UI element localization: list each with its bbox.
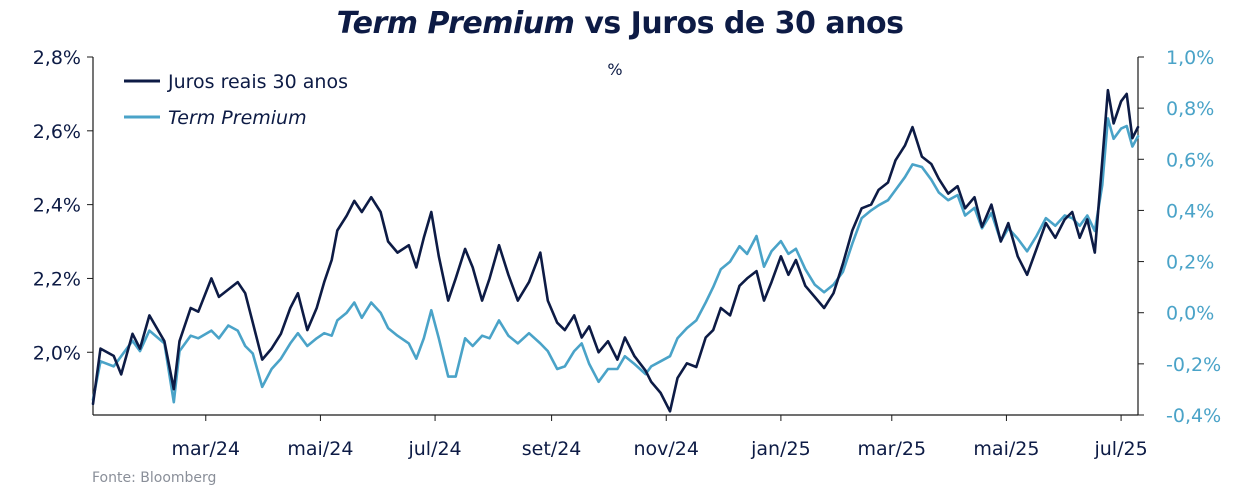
source-note: Fonte: Bloomberg (92, 470, 217, 486)
y-left-tick-label: 2,6% (33, 121, 81, 143)
x-tick-label: nov/24 (633, 438, 699, 460)
chart-title-italic: Term Premium (336, 6, 575, 41)
chart-title-rest: vs Juros de 30 anos (574, 6, 904, 41)
y-left-tick-label: 2,4% (33, 195, 81, 217)
x-tick-label: jan/25 (750, 438, 811, 460)
y-right-tick-label: 0,2% (1166, 252, 1214, 274)
series-line-term-premium (91, 117, 1140, 404)
y-right-tick-label: 1,0% (1166, 47, 1214, 69)
x-tick-label: jul/25 (1093, 438, 1147, 460)
chart-title: Term Premium vs Juros de 30 anos (0, 6, 1240, 41)
x-tick-label: mar/24 (171, 438, 240, 460)
y-right-tick-label: 0,6% (1166, 149, 1214, 171)
y-left-tick-label: 2,2% (33, 268, 81, 290)
x-tick-label: mai/25 (973, 438, 1039, 460)
x-tick-label: mai/24 (287, 438, 353, 460)
x-tick-label: mar/25 (858, 438, 927, 460)
y-left-tick-label: 2,8% (33, 47, 81, 69)
x-tick-label: set/24 (522, 438, 582, 460)
y-right-tick-label: 0,4% (1166, 200, 1214, 222)
unit-label: % (607, 60, 623, 79)
y-right-tick-label: 0,0% (1166, 303, 1214, 325)
x-tick-label: jul/24 (407, 438, 461, 460)
series-line-juros-reais-30-anos (91, 88, 1140, 413)
y-left-tick-label: 2,0% (33, 342, 81, 364)
y-right-tick-label: 0,8% (1166, 98, 1214, 120)
legend-item-juros-reais-30-anos-label: Juros reais 30 anos (167, 71, 348, 93)
y-right-tick-label: -0,4% (1166, 405, 1221, 427)
y-right-tick-label: -0,2% (1166, 354, 1221, 376)
legend-item-term-premium-label: Term Premium (168, 107, 307, 129)
